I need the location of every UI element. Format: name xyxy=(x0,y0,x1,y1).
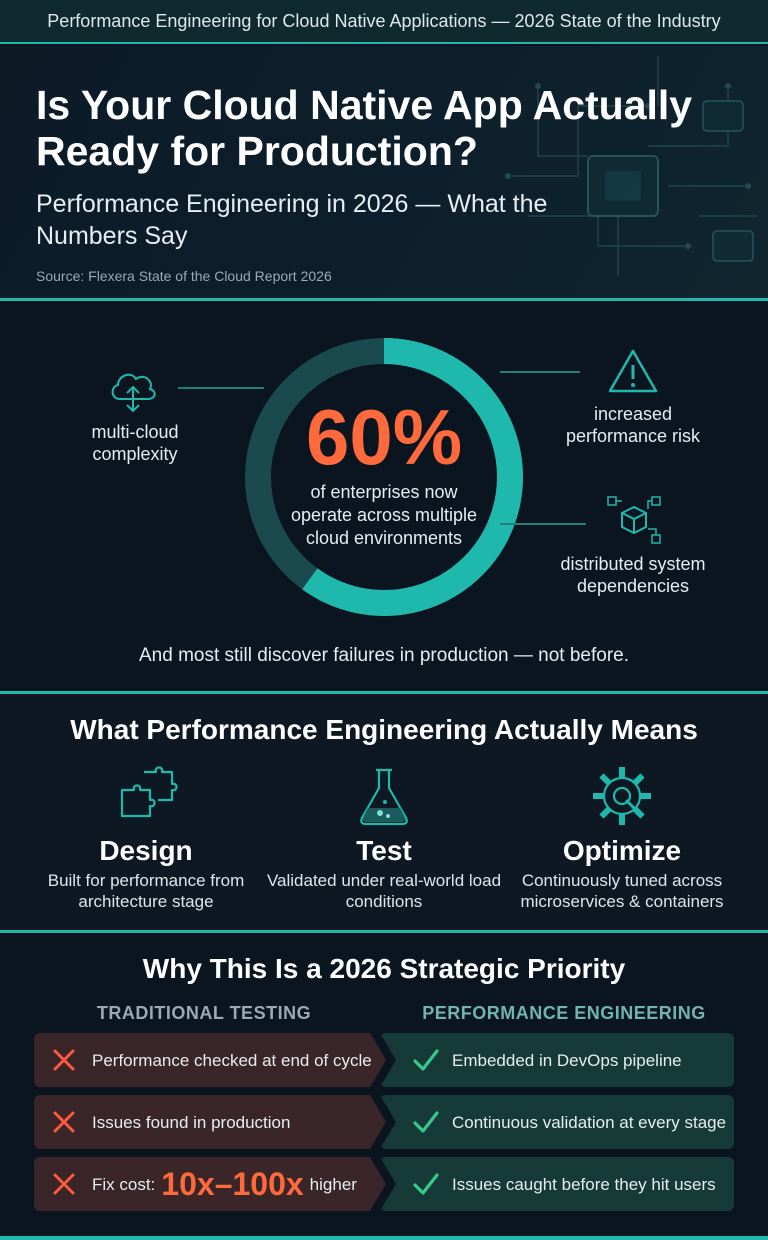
fix-cost-suffix: higher xyxy=(309,1174,357,1194)
pillar-design: Design Built for performance from archit… xyxy=(26,764,266,912)
comparison-row: Fix cost: 10x–100x higher Issues caught … xyxy=(34,1157,734,1211)
top-banner: Performance Engineering for Cloud Native… xyxy=(0,0,768,44)
traditional-text: Issues found in production xyxy=(92,1112,291,1132)
pillar-optimize-desc: Continuously tuned across microservices … xyxy=(520,871,724,911)
flask-icon xyxy=(360,768,408,826)
means-section: What Performance Engineering Actually Me… xyxy=(0,694,768,930)
section-divider xyxy=(0,930,768,933)
engineering-cell xyxy=(380,1157,734,1211)
section-divider xyxy=(0,691,768,694)
priority-title: Why This Is a 2026 Strategic Priority xyxy=(142,953,626,984)
stat-footer: And most still discover failures in prod… xyxy=(138,645,629,666)
engineering-text: Issues caught before they hit users xyxy=(452,1174,716,1194)
label-distributed-dependencies: distributed system dependencies xyxy=(560,554,706,596)
pillar-design-desc: Built for performance from architecture … xyxy=(47,871,245,911)
check-icon xyxy=(413,1173,439,1195)
x-icon xyxy=(53,1173,75,1195)
stat-description: of enterprises now operate across multip… xyxy=(290,482,478,548)
fix-cost-prefix: Fix cost: xyxy=(92,1174,156,1194)
source-note: Source: Flexera State of the Cloud Repor… xyxy=(36,268,332,284)
pillar-optimize-title: Optimize xyxy=(562,835,682,866)
traditional-cell xyxy=(34,1033,386,1087)
check-icon xyxy=(413,1111,439,1133)
performance-engineering-header: PERFORMANCE ENGINEERING xyxy=(422,1003,706,1023)
traditional-cell xyxy=(34,1095,386,1149)
fix-cost-multiplier: 10x–100x xyxy=(161,1165,304,1202)
section-divider xyxy=(0,298,768,301)
hero-section: Is Your Cloud Native App Actually Ready … xyxy=(0,46,768,298)
bottom-accent-line xyxy=(0,1236,768,1240)
pillar-optimize: Optimize Continuously tuned across micro… xyxy=(502,764,742,912)
means-title: What Performance Engineering Actually Me… xyxy=(70,714,698,745)
pillar-test-title: Test xyxy=(356,835,412,866)
connector-right-top xyxy=(500,371,580,373)
connector-right-bottom xyxy=(500,523,586,525)
traditional-cell xyxy=(34,1157,386,1211)
pillar-design-title: Design xyxy=(99,835,193,866)
gear-icon xyxy=(593,767,651,825)
cube-network-icon xyxy=(607,496,661,544)
pillar-test: Test Validated under real-world load con… xyxy=(264,764,504,912)
engineering-text: Continuous validation at every stage xyxy=(452,1112,727,1132)
main-subtitle: Performance Engineering in 2026 — What t… xyxy=(36,190,548,250)
stat-percent: 60% xyxy=(305,393,463,481)
x-icon xyxy=(53,1111,75,1133)
traditional-text: Performance checked at end of cycle xyxy=(92,1050,372,1070)
cloud-icon xyxy=(111,373,156,413)
priority-section: Why This Is a 2026 Strategic Priority TR… xyxy=(0,933,768,1237)
warning-icon xyxy=(608,349,658,393)
connector-left xyxy=(178,387,264,389)
engineering-text: Embedded in DevOps pipeline xyxy=(452,1050,682,1070)
circuit-board-illustration xyxy=(505,56,758,276)
traditional-text: Fix cost: 10x–100x higher xyxy=(92,1157,372,1211)
engineering-cell xyxy=(380,1095,734,1149)
top-banner-text: Performance Engineering for Cloud Native… xyxy=(47,10,721,31)
comparison-row: Issues found in production Continuous va… xyxy=(34,1095,734,1149)
main-title: Is Your Cloud Native App Actually Ready … xyxy=(36,82,693,174)
engineering-cell xyxy=(380,1033,734,1087)
label-performance-risk: increased performance risk xyxy=(565,404,701,446)
puzzle-icon xyxy=(120,766,178,818)
stat-section: 60% of enterprises now operate across mu… xyxy=(0,301,768,691)
ring-fill xyxy=(245,338,523,616)
label-multi-cloud: multi-cloud complexity xyxy=(91,422,179,464)
pillar-test-desc: Validated under real-world load conditio… xyxy=(266,871,502,911)
percentage-ring xyxy=(245,338,523,616)
comparison-row: Performance checked at end of cycle Embe… xyxy=(34,1033,734,1087)
x-icon xyxy=(53,1049,75,1071)
check-icon xyxy=(413,1049,439,1071)
traditional-testing-header: TRADITIONAL TESTING xyxy=(96,1003,312,1023)
